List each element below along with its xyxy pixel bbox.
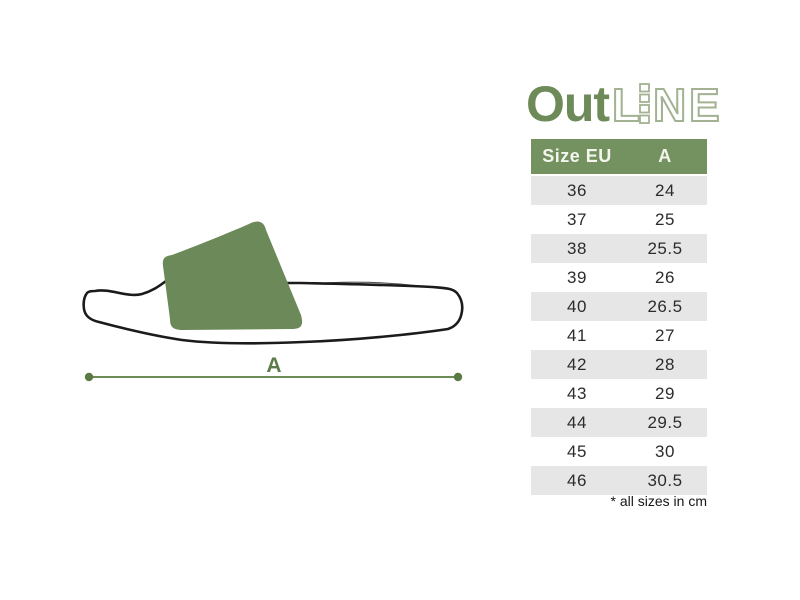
dimension-endpoint-left <box>84 372 94 382</box>
table-row: 36 24 <box>531 176 707 205</box>
table-row: 39 26 <box>531 263 707 292</box>
header-a: A <box>623 139 707 176</box>
slide-strap <box>162 221 303 330</box>
cell-a: 25.5 <box>623 234 707 263</box>
logo-letter-i-dots <box>639 83 650 124</box>
cell-a: 29.5 <box>623 408 707 437</box>
cell-size: 45 <box>531 437 623 466</box>
cell-size: 38 <box>531 234 623 263</box>
cell-size: 36 <box>531 176 623 205</box>
cell-size: 39 <box>531 263 623 292</box>
cell-size: 40 <box>531 292 623 321</box>
cell-size: 41 <box>531 321 623 350</box>
size-table: Size EU A 36 24 37 25 38 25.5 39 26 40 <box>531 139 707 495</box>
cell-a: 30.5 <box>623 466 707 495</box>
cell-a: 26.5 <box>623 292 707 321</box>
table-row: 40 26.5 <box>531 292 707 321</box>
dimension-label: A <box>266 354 281 377</box>
cell-a: 25 <box>623 205 707 234</box>
sketch-accent-stroke <box>309 281 421 287</box>
cell-size: 46 <box>531 466 623 495</box>
cell-a: 26 <box>623 263 707 292</box>
dimension-endpoint-right <box>453 372 463 382</box>
cell-size: 42 <box>531 350 623 379</box>
slide-illustration: A <box>82 221 464 382</box>
cell-a: 24 <box>623 176 707 205</box>
cell-a: 28 <box>623 350 707 379</box>
cell-a: 27 <box>623 321 707 350</box>
logo-letter-l: L <box>612 79 640 128</box>
units-footnote: * all sizes in cm <box>610 493 707 509</box>
table-header-row: Size EU A <box>531 139 707 176</box>
logo-text-solid: Out <box>526 76 610 128</box>
cell-size: 43 <box>531 379 623 408</box>
cell-size: 37 <box>531 205 623 234</box>
table-row: 41 27 <box>531 321 707 350</box>
table-row: 43 29 <box>531 379 707 408</box>
table-row: 46 30.5 <box>531 466 707 495</box>
logo-letter-e: E <box>689 79 720 128</box>
table-row: 42 28 <box>531 350 707 379</box>
brand-logo: Out L N E <box>526 76 721 128</box>
cell-a: 30 <box>623 437 707 466</box>
table-row: 38 25.5 <box>531 234 707 263</box>
cell-size: 44 <box>531 408 623 437</box>
logo-letter-n: N <box>653 79 686 128</box>
table-row: 37 25 <box>531 205 707 234</box>
cell-a: 29 <box>623 379 707 408</box>
table-row: 45 30 <box>531 437 707 466</box>
table-row: 44 29.5 <box>531 408 707 437</box>
header-size-eu: Size EU <box>531 139 623 176</box>
